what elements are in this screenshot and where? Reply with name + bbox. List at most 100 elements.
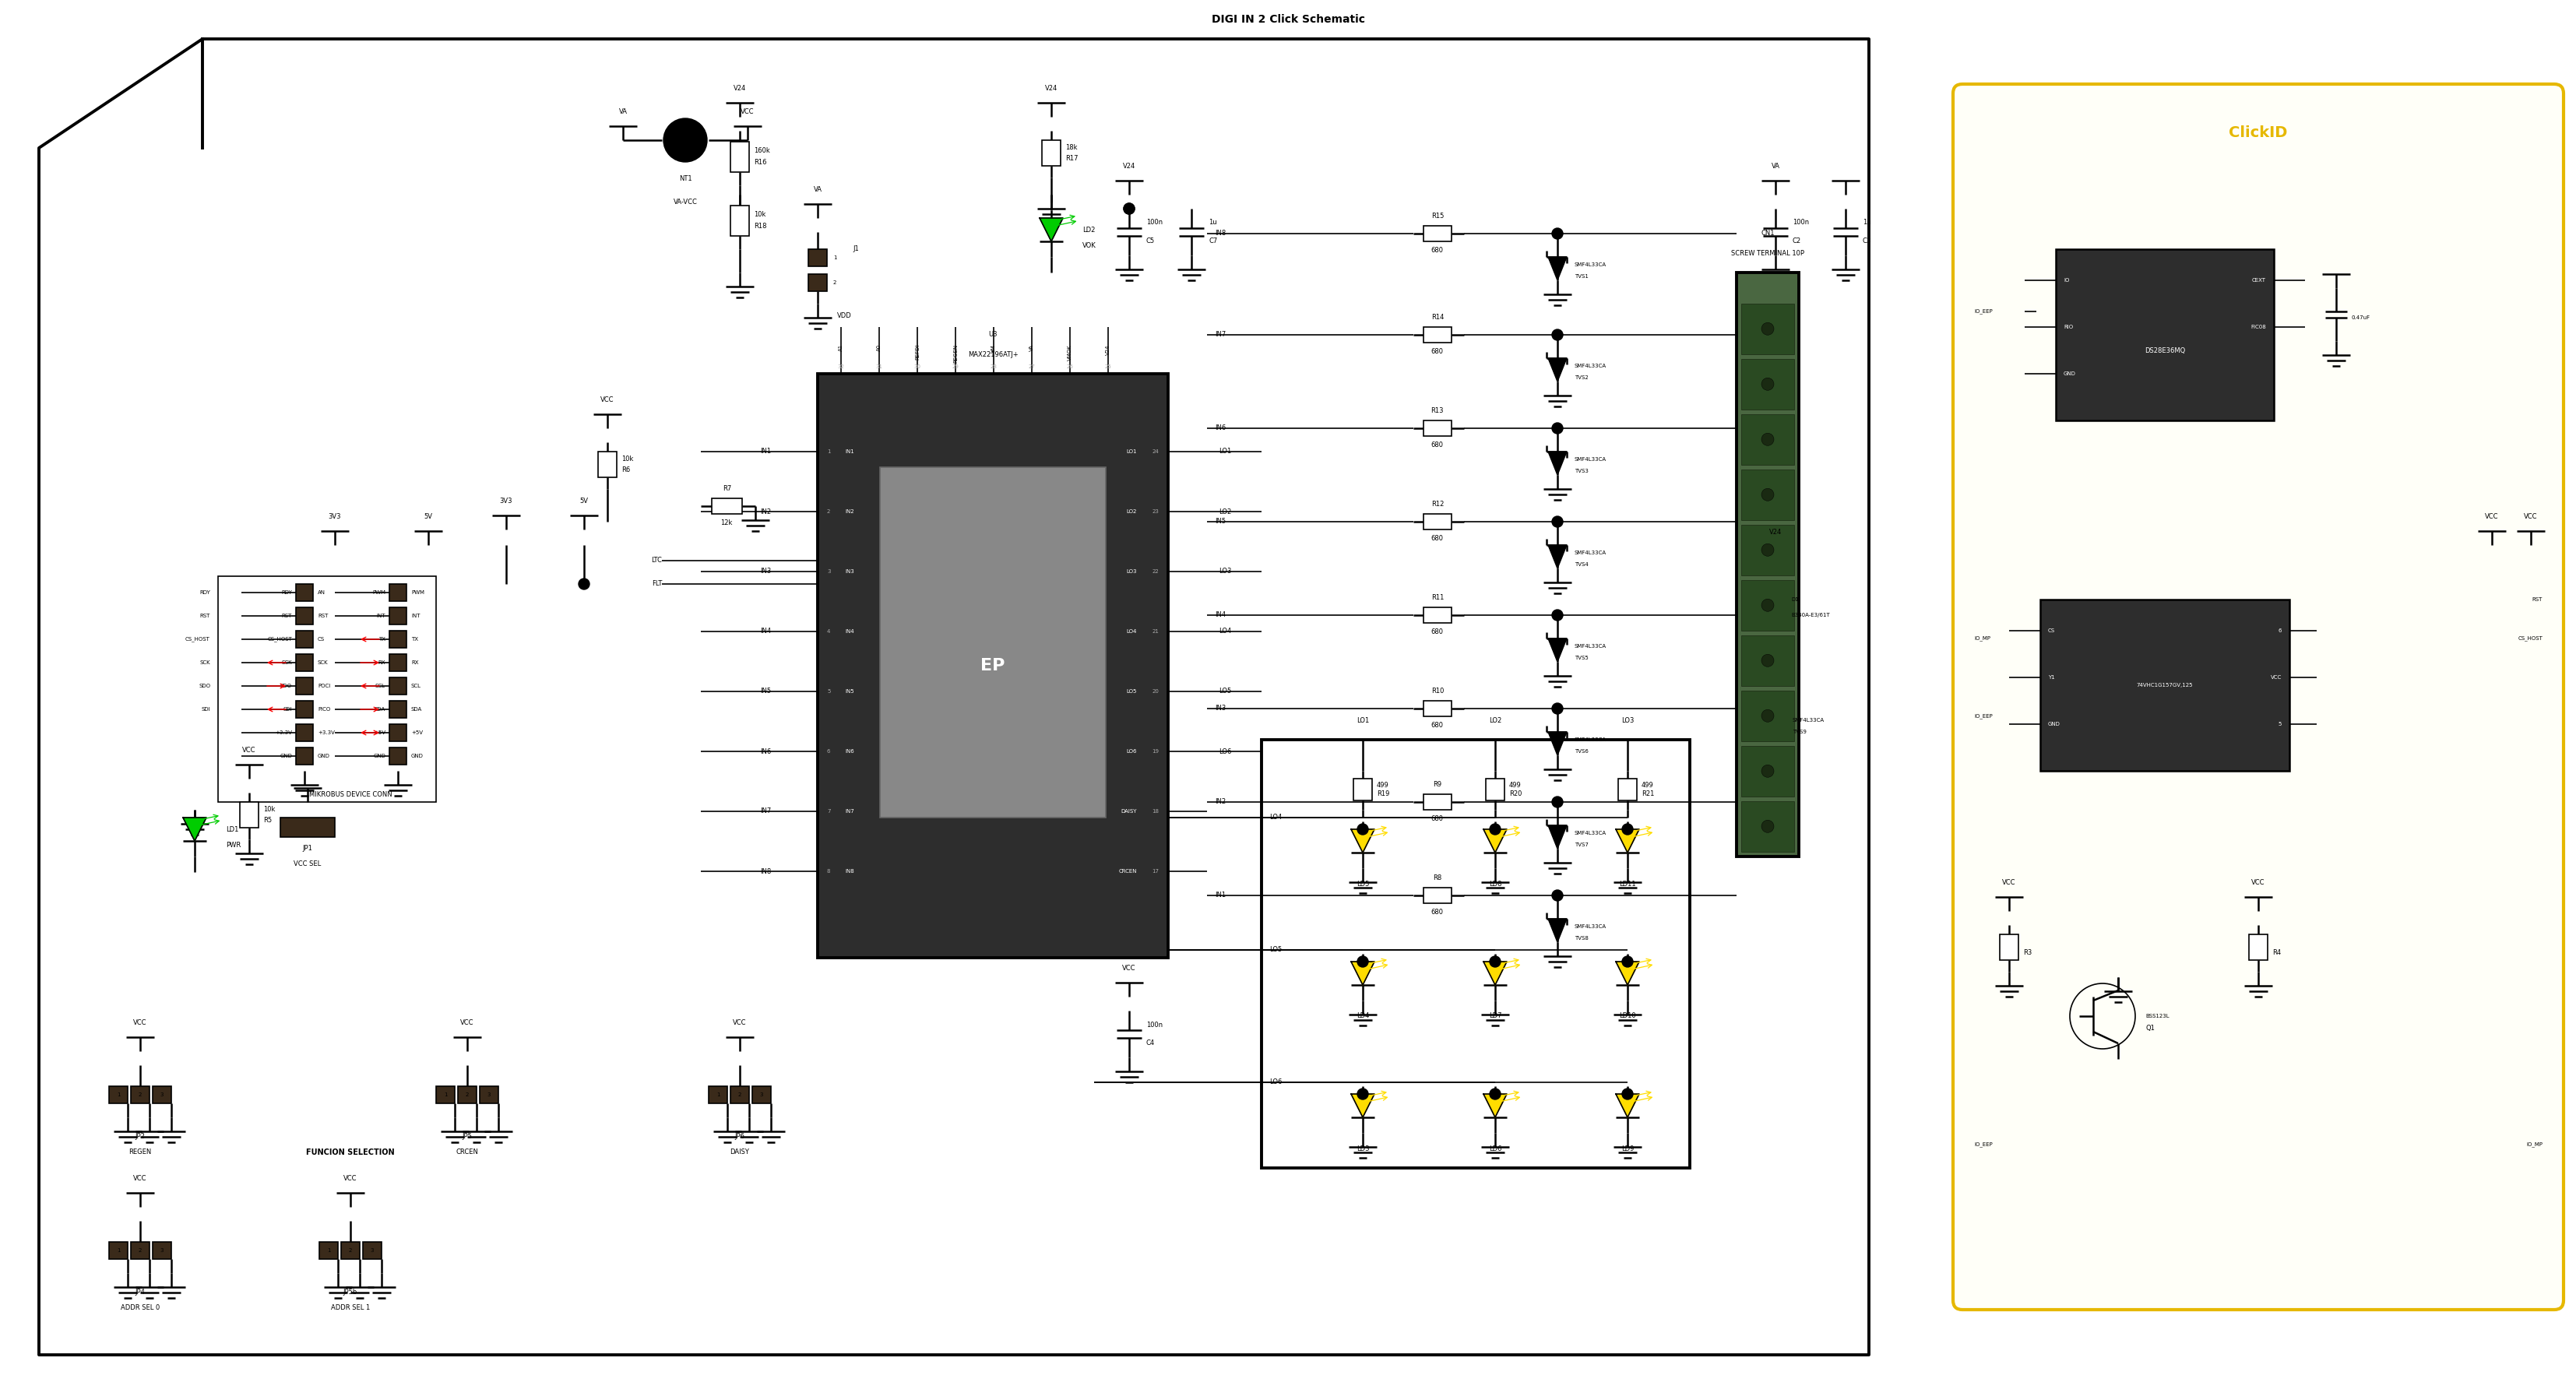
Text: LD10: LD10 (1620, 1012, 1636, 1019)
Text: 3: 3 (487, 1092, 492, 1098)
Text: DS28E36MQ: DS28E36MQ (2143, 347, 2184, 354)
Text: LO1: LO1 (1218, 448, 1231, 455)
Bar (732, 141, 750, 172)
Text: 680: 680 (1432, 349, 1443, 356)
Bar (389, 584, 407, 601)
Text: C2: C2 (1793, 238, 1801, 245)
Text: IN4: IN4 (845, 629, 855, 634)
Text: SCK: SCK (317, 661, 327, 665)
Bar (1425, 608, 1450, 623)
Polygon shape (1615, 1093, 1638, 1117)
Text: C5: C5 (1146, 238, 1154, 245)
Bar (711, 498, 742, 514)
Bar (881, 468, 1105, 818)
Text: IN7: IN7 (1216, 332, 1226, 339)
Text: LD7: LD7 (1489, 1012, 1502, 1019)
Text: R12: R12 (1432, 501, 1443, 508)
Bar (2249, 934, 2267, 960)
Bar (389, 654, 407, 671)
Polygon shape (1548, 732, 1566, 755)
Text: 680: 680 (1432, 909, 1443, 916)
Text: VA: VA (1772, 164, 1780, 171)
Bar (2040, 599, 2290, 771)
Text: VCC: VCC (2486, 514, 2499, 521)
Text: R10: R10 (1432, 687, 1443, 694)
Bar (1741, 358, 1793, 409)
Text: 18k: 18k (1066, 144, 1077, 151)
Bar (296, 701, 314, 718)
Text: DAISY: DAISY (729, 1149, 750, 1156)
Text: IN5: IN5 (1216, 518, 1226, 525)
Text: VA-VCC: VA-VCC (672, 199, 698, 206)
Text: LO2: LO2 (1218, 508, 1231, 515)
Bar (319, 1242, 337, 1259)
Text: IN3: IN3 (1216, 706, 1226, 713)
Text: IN8: IN8 (760, 868, 770, 875)
Text: SMF4L33CA: SMF4L33CA (1793, 718, 1824, 722)
Text: GND: GND (281, 753, 291, 759)
Circle shape (1551, 329, 1564, 340)
Text: Y1: Y1 (2048, 675, 2056, 680)
Bar (1741, 414, 1793, 465)
Text: VCC: VCC (2251, 879, 2264, 886)
Text: JP5: JP5 (461, 1134, 471, 1141)
Text: SCREW TERMINAL 10P: SCREW TERMINAL 10P (1731, 249, 1803, 256)
Text: R19: R19 (1376, 790, 1388, 797)
Text: SMF4L33CA: SMF4L33CA (1574, 364, 1607, 368)
Text: IN4: IN4 (760, 629, 770, 636)
Text: IN7: IN7 (760, 808, 770, 815)
Bar (1425, 888, 1450, 903)
Text: 23: 23 (1151, 510, 1159, 514)
Text: IO_EEP: IO_EEP (1973, 714, 1994, 720)
Bar (1352, 778, 1373, 799)
Text: ADDR SEL 0: ADDR SEL 0 (121, 1305, 160, 1312)
Text: GND: GND (374, 753, 386, 759)
Text: 1: 1 (116, 1249, 121, 1253)
Text: INT: INT (412, 613, 420, 619)
Circle shape (1123, 203, 1133, 214)
Text: 30: 30 (914, 364, 920, 370)
Bar (732, 206, 750, 235)
Circle shape (1551, 890, 1564, 900)
Text: IN1: IN1 (760, 448, 770, 455)
Text: 100n: 100n (1146, 220, 1162, 227)
Circle shape (1762, 489, 1775, 501)
Circle shape (1358, 956, 1368, 967)
Circle shape (1762, 764, 1775, 777)
Polygon shape (1350, 962, 1376, 986)
Text: VCC: VCC (742, 109, 755, 116)
Text: 2: 2 (348, 1249, 353, 1253)
Text: 2: 2 (832, 280, 837, 286)
Text: 1: 1 (327, 1249, 330, 1253)
Circle shape (1762, 433, 1775, 445)
Text: 10k: 10k (263, 806, 276, 813)
Text: SDO: SDO (281, 683, 291, 689)
Text: CS: CS (2048, 629, 2056, 633)
Text: TX: TX (379, 637, 386, 641)
Text: 680: 680 (1432, 442, 1443, 449)
Circle shape (1762, 543, 1775, 556)
Text: IN3: IN3 (845, 570, 855, 574)
Bar (1736, 273, 1798, 857)
Text: R3: R3 (2022, 949, 2032, 956)
Circle shape (1358, 823, 1368, 834)
Circle shape (1551, 609, 1564, 620)
Text: R13: R13 (1432, 407, 1443, 414)
Text: TVS9: TVS9 (1793, 729, 1806, 734)
Text: 1: 1 (716, 1092, 719, 1098)
Text: 3: 3 (160, 1092, 165, 1098)
Text: LO5: LO5 (1126, 689, 1136, 694)
Text: IN2: IN2 (845, 510, 855, 514)
Text: IO_EEP: IO_EEP (1973, 1142, 1994, 1147)
Text: LO6: LO6 (1218, 748, 1231, 755)
Text: LD3: LD3 (1358, 1145, 1370, 1152)
Text: SCL: SCL (412, 683, 422, 689)
Bar (1741, 580, 1793, 630)
Polygon shape (1484, 829, 1507, 853)
Text: IN1: IN1 (845, 449, 855, 454)
Text: LO2: LO2 (1126, 510, 1136, 514)
Text: LD2: LD2 (1082, 227, 1095, 234)
Text: VCC: VCC (2002, 879, 2017, 886)
Text: 32: 32 (837, 364, 845, 370)
Text: LO6: LO6 (1126, 749, 1136, 753)
